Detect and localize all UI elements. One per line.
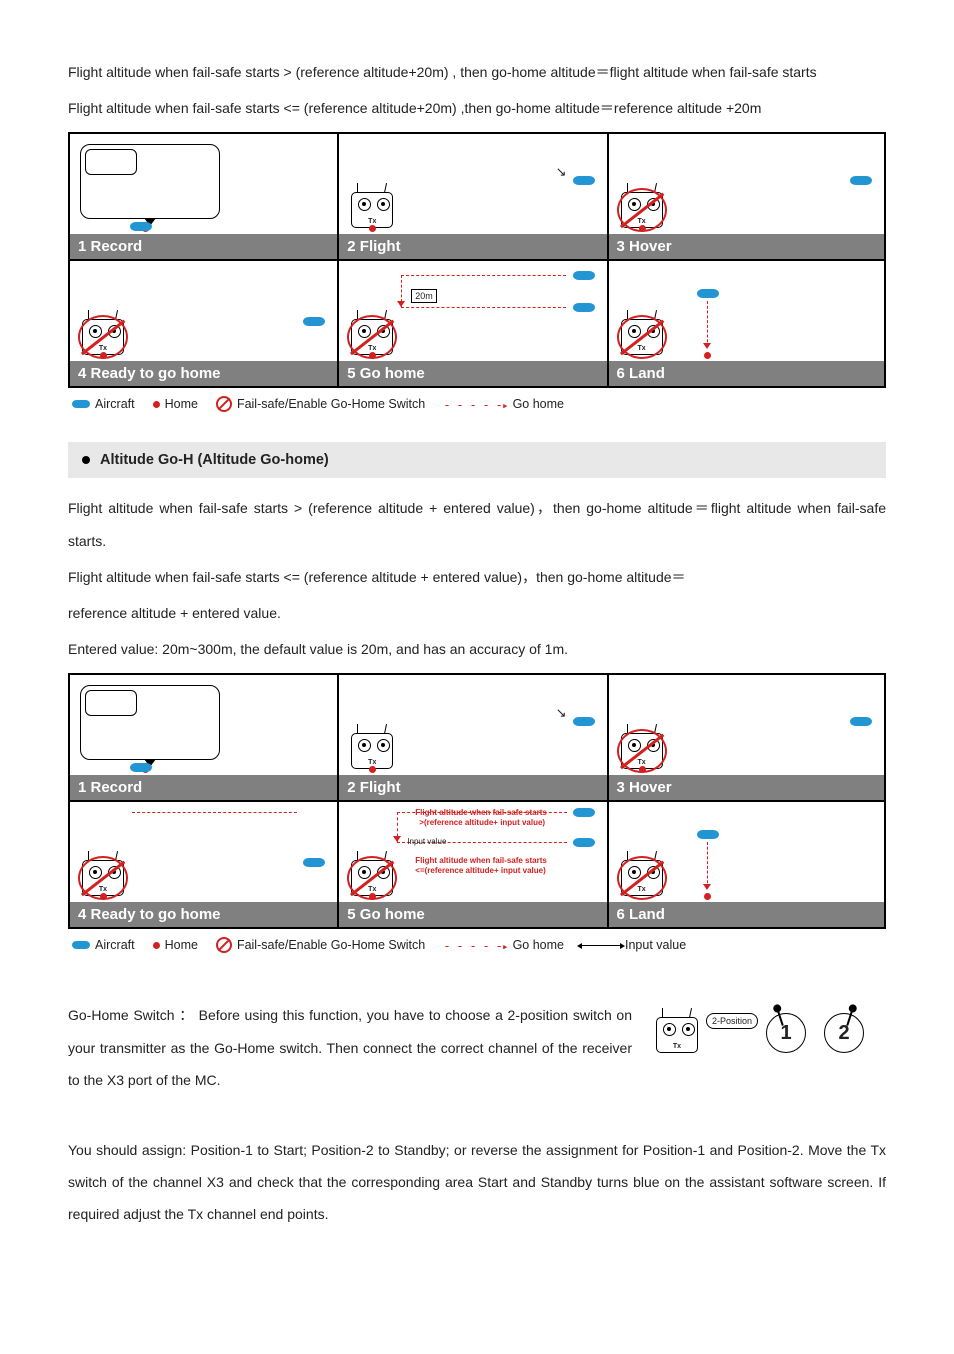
- cell-5-gohome: Tx Flight altitude when fail-safe starts…: [339, 802, 606, 902]
- tx-label: Tx: [352, 886, 392, 893]
- section-para-2b: reference altitude + entered value.: [68, 597, 886, 629]
- legend-failsafe: Fail-safe/Enable Go-Home Switch: [237, 938, 425, 952]
- prohibit-icon: [216, 396, 232, 412]
- section-para-3: Entered value: 20m~300m, the default val…: [68, 633, 886, 665]
- cell-label: 1 Record: [70, 775, 337, 800]
- gohome-switch-row: Go-Home Switch ： Before using this funct…: [68, 999, 886, 1096]
- cell-3-hover: Tx: [609, 675, 884, 775]
- gohome-text: Go-Home Switch ： Before using this funct…: [68, 999, 632, 1096]
- tx-label: Tx: [622, 759, 662, 766]
- cell-3-hover: Tx: [609, 134, 884, 234]
- tx-label: Tx: [622, 886, 662, 893]
- cell-label: 1 Record: [70, 234, 337, 259]
- cell-label: 4 Ready to go home: [70, 902, 337, 927]
- tx-label: Tx: [352, 345, 392, 352]
- cell-2-flight: Tx ↘: [339, 134, 606, 234]
- cell-1-record: [70, 675, 337, 775]
- diagram-b: 1 Record Tx ↘ 2 Flight: [68, 673, 886, 929]
- cell-label: 4 Ready to go home: [70, 361, 337, 386]
- legend-failsafe: Fail-safe/Enable Go-Home Switch: [237, 397, 425, 411]
- annot: >(reference altitude+ input value): [419, 818, 545, 828]
- home-dot-icon: [153, 401, 160, 408]
- cell-5-gohome: Tx 20m: [339, 261, 606, 361]
- annot: Input value: [405, 836, 448, 848]
- position-label: 2-Position: [706, 1013, 758, 1029]
- intro-para-1: Flight altitude when fail-safe starts > …: [68, 56, 886, 88]
- section-header: Altitude Go-H (Altitude Go-home): [68, 442, 886, 478]
- legend-home: Home: [165, 397, 198, 411]
- cell-6-land: Tx: [609, 261, 884, 361]
- prohibit-icon: [216, 937, 232, 953]
- tx-label: Tx: [352, 218, 392, 225]
- annot-20m: 20m: [411, 289, 437, 303]
- document-page: Flight altitude when fail-safe starts > …: [0, 0, 954, 1354]
- legend-input: Input value: [625, 938, 686, 952]
- tx-label: Tx: [622, 345, 662, 352]
- gohome-figure: Tx 2-Position 1 2: [656, 999, 886, 1059]
- legend-aircraft: Aircraft: [95, 938, 135, 952]
- legend-home: Home: [165, 938, 198, 952]
- section-para-2: Flight altitude when fail-safe starts <=…: [68, 561, 886, 593]
- dash-arrow-icon: - - - - -▸: [443, 397, 507, 412]
- cell-label: 6 Land: [609, 361, 884, 386]
- cell-label: 2 Flight: [339, 775, 606, 800]
- cell-label: 3 Hover: [609, 775, 884, 800]
- cell-4-ready: Tx: [70, 802, 337, 902]
- cell-2-flight: Tx ↘: [339, 675, 606, 775]
- tx-label: Tx: [83, 886, 123, 893]
- tx-label: Tx: [83, 345, 123, 352]
- double-arrow-icon: [582, 945, 620, 946]
- cell-1-record: [70, 134, 337, 234]
- aircraft-icon: [72, 941, 90, 949]
- cell-label: 5 Go home: [339, 902, 606, 927]
- annot: Flight altitude when fail-safe starts: [415, 808, 547, 818]
- cell-label: 6 Land: [609, 902, 884, 927]
- legend-gohome: Go home: [513, 397, 564, 411]
- cell-4-ready: Tx: [70, 261, 337, 361]
- final-para: You should assign: Position-1 to Start; …: [68, 1134, 886, 1231]
- cell-6-land: Tx: [609, 802, 884, 902]
- legend-gohome: Go home: [513, 938, 564, 952]
- legend-aircraft: Aircraft: [95, 397, 135, 411]
- annot: Flight altitude when fail-safe starts: [415, 856, 547, 866]
- aircraft-icon: [72, 400, 90, 408]
- cell-label: 5 Go home: [339, 361, 606, 386]
- home-dot-icon: [153, 942, 160, 949]
- annot: <=(reference altitude+ input value): [415, 866, 545, 876]
- diagram-a: 1 Record Tx ↘ 2 Flight: [68, 132, 886, 388]
- section-title: Altitude Go-H (Altitude Go-home): [100, 452, 329, 468]
- cell-label: 2 Flight: [339, 234, 606, 259]
- section-para-1: Flight altitude when fail-safe starts > …: [68, 492, 886, 556]
- legend-a: Aircraft Home Fail-safe/Enable Go-Home S…: [68, 388, 886, 420]
- dash-arrow-icon: - - - - -▸: [443, 938, 507, 953]
- tx-label: Tx: [352, 759, 392, 766]
- cell-label: 3 Hover: [609, 234, 884, 259]
- bullet-icon: [82, 456, 90, 464]
- legend-b: Aircraft Home Fail-safe/Enable Go-Home S…: [68, 929, 886, 961]
- tx-label: Tx: [622, 218, 662, 225]
- intro-para-2: Flight altitude when fail-safe starts <=…: [68, 92, 886, 124]
- tx-label: Tx: [657, 1043, 697, 1050]
